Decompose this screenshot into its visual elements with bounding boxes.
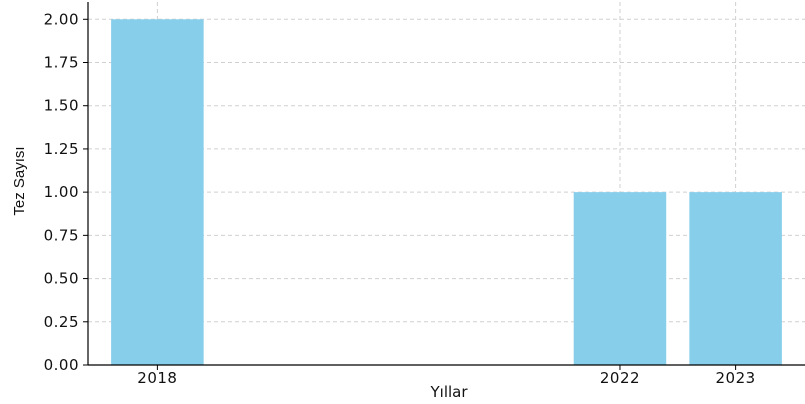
y-tick-label: 0.00 [44, 356, 79, 374]
y-tick-label: 1.00 [44, 183, 79, 201]
bar-2023 [689, 192, 782, 365]
y-tick-label: 1.25 [44, 140, 79, 158]
y-tick-label: 0.50 [44, 270, 79, 288]
x-axis-label: Yıllar [429, 383, 468, 401]
axes [83, 2, 805, 370]
y-axis-label: Tez Sayısı [11, 146, 28, 215]
x-tick-label: 2022 [600, 369, 640, 387]
bar-2018 [111, 19, 204, 366]
bars [111, 19, 782, 366]
y-tick-labels: 0.00 0.25 0.50 0.75 1.00 1.25 1.50 1.75 2.00 [44, 10, 79, 374]
x-tick-label: 2018 [137, 369, 177, 387]
x-tick-label: 2023 [716, 369, 756, 387]
y-tick-label: 0.75 [44, 226, 79, 244]
x-tick-labels: 2018 2022 2023 [137, 369, 755, 387]
y-tick-label: 1.50 [44, 97, 79, 115]
y-tick-label: 1.75 [44, 54, 79, 72]
bar-2022 [573, 192, 667, 365]
y-tick-label: 0.25 [44, 313, 79, 331]
y-tick-label: 2.00 [44, 10, 79, 28]
